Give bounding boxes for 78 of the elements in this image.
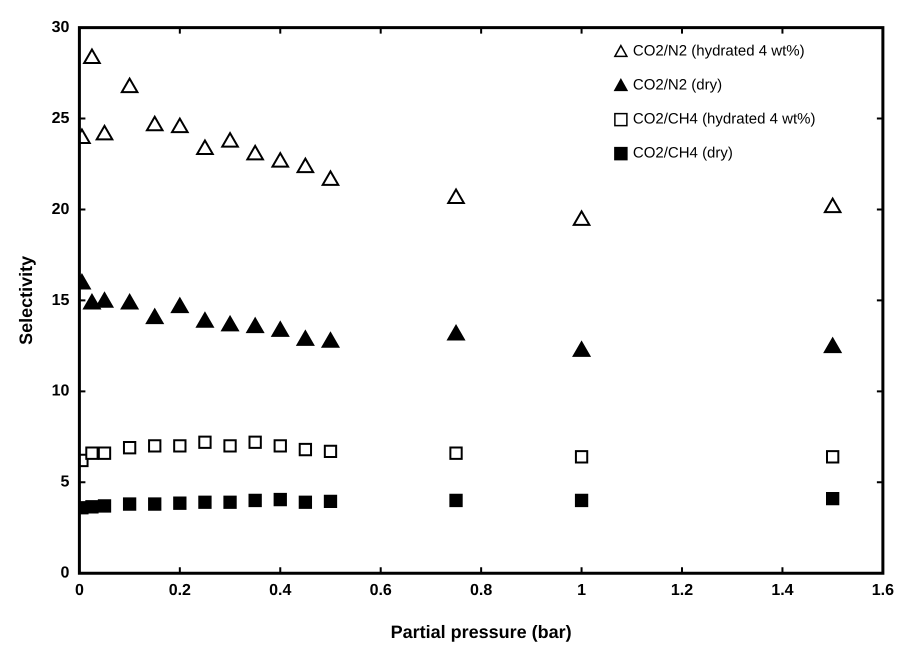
point	[322, 170, 340, 186]
y-tick-label: 20	[52, 200, 70, 218]
point	[173, 439, 186, 453]
point	[122, 497, 136, 511]
point	[274, 492, 287, 506]
point	[447, 188, 465, 204]
point	[171, 298, 189, 314]
point	[173, 496, 186, 510]
point	[826, 450, 840, 464]
point	[274, 439, 287, 453]
x-tick-label: 1.6	[872, 582, 894, 600]
point	[574, 494, 588, 508]
x-tick-label: 0.2	[168, 582, 192, 600]
point	[85, 446, 99, 460]
x-tick-label: 1.4	[771, 582, 794, 600]
legend-label: CO2/N2 (hydrated 4 wt%)	[632, 42, 805, 60]
point	[146, 308, 164, 324]
x-tick-label: 1	[577, 582, 586, 600]
point	[574, 450, 588, 464]
y-tick-label: 25	[52, 110, 70, 127]
point	[96, 292, 114, 308]
point	[198, 496, 212, 509]
point	[572, 341, 590, 357]
point	[298, 442, 312, 456]
point	[449, 494, 463, 508]
x-tick-label: 0.4	[269, 582, 292, 600]
point	[98, 446, 112, 460]
point	[120, 78, 138, 94]
point	[248, 436, 262, 449]
point	[296, 158, 314, 174]
point	[449, 446, 463, 460]
x-tick-label: 0.6	[370, 582, 392, 600]
x-tick-label: 1.2	[670, 582, 694, 600]
point	[223, 496, 237, 509]
point	[572, 210, 590, 226]
point	[324, 494, 338, 508]
point	[246, 318, 264, 334]
point	[824, 338, 842, 354]
point	[85, 500, 99, 514]
y-tick-label: 30	[52, 19, 70, 36]
x-axis-title: Partial pressure (bar)	[390, 622, 572, 642]
point	[221, 316, 239, 332]
point	[223, 439, 237, 453]
point	[198, 436, 212, 449]
point	[271, 321, 290, 337]
point	[83, 294, 101, 310]
x-tick-label: 0	[74, 582, 84, 600]
legend-label: CO2/CH4 (hydrated 4 wt%)	[632, 110, 816, 128]
point	[98, 499, 112, 513]
y-tick-label: 5	[60, 474, 70, 491]
point	[826, 492, 840, 506]
y-tick-label: 10	[52, 382, 70, 400]
y-tick-label: 0	[60, 564, 70, 582]
point	[96, 124, 114, 140]
point	[221, 132, 239, 148]
point	[171, 118, 189, 134]
point	[824, 198, 842, 214]
point	[148, 439, 162, 453]
y-tick-label: 15	[52, 292, 70, 309]
point	[298, 496, 312, 509]
point	[146, 116, 164, 132]
point	[248, 494, 262, 508]
legend-label: CO2/N2 (dry)	[632, 76, 722, 94]
point	[322, 332, 340, 348]
x-tick-label: 0.8	[470, 582, 492, 600]
point	[83, 48, 101, 64]
point	[324, 444, 338, 458]
point	[246, 144, 264, 160]
legend-label: CO2/CH4 (dry)	[632, 144, 733, 162]
point	[271, 152, 290, 168]
point	[122, 441, 136, 454]
point	[148, 497, 162, 511]
point	[120, 294, 138, 310]
point	[196, 312, 214, 328]
point	[296, 330, 314, 346]
point	[196, 139, 214, 155]
point	[447, 324, 465, 340]
y-axis-title: Selectivity	[16, 256, 36, 345]
